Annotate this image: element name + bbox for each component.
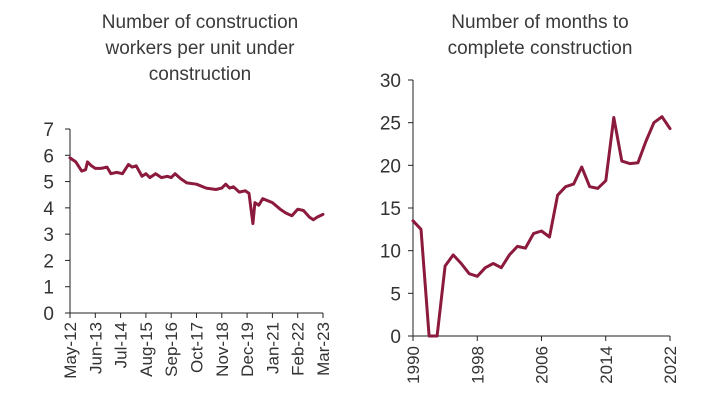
left-x-tick-label: Nov-18 bbox=[213, 322, 232, 377]
right-x-tick-label: 2006 bbox=[533, 346, 552, 384]
right-y-tick-label: 25 bbox=[380, 114, 401, 135]
left-x-tick-label: Feb-22 bbox=[289, 322, 308, 376]
right-chart: 0 5 10 15 20 25 30 1990 1998 2006 2014 2022 bbox=[380, 71, 680, 384]
left-x-tick-label: Aug-15 bbox=[137, 322, 156, 377]
left-y-tick-label: 6 bbox=[43, 146, 54, 167]
left-x-tick-label: Jul-14 bbox=[112, 322, 131, 368]
left-y-tick-label: 1 bbox=[43, 278, 54, 299]
left-x-tick-label: Oct-17 bbox=[188, 322, 207, 373]
right-y-tick-label: 20 bbox=[380, 156, 401, 177]
left-x-tick-label: Sep-16 bbox=[162, 322, 181, 377]
left-y-tick-label: 2 bbox=[43, 251, 54, 272]
left-x-tick-label: Mar-23 bbox=[314, 322, 333, 376]
right-x-tick-label: 1990 bbox=[404, 346, 423, 384]
right-x-tick-label: 2022 bbox=[661, 346, 680, 384]
left-chart: 0 1 2 3 4 5 6 7 May-12 Jun-13 Jul-14 Aug-15 Sep-16 Oc… bbox=[43, 120, 333, 379]
right-x-tick-label: 1998 bbox=[468, 346, 487, 384]
left-series-line bbox=[68, 156, 325, 226]
right-x-tick-label: 2014 bbox=[597, 346, 616, 384]
left-chart-title: Number of construction workers per unit … bbox=[40, 10, 360, 88]
left-x-tick-label: Jun-13 bbox=[86, 322, 105, 374]
left-x-tick-label: May-12 bbox=[61, 322, 80, 379]
right-chart-title-line-1: Number of months to bbox=[451, 12, 629, 33]
right-y-tick-label: 30 bbox=[380, 71, 401, 92]
left-y-tick-label: 0 bbox=[43, 304, 54, 325]
left-x-tick-label: Jan-21 bbox=[263, 322, 282, 374]
right-y-tick-label: 0 bbox=[390, 327, 401, 348]
left-chart-title-line-3: construction bbox=[148, 64, 252, 85]
right-chart-title: Number of months to complete constructio… bbox=[385, 10, 695, 62]
left-y-tick-label: 4 bbox=[43, 199, 54, 220]
right-y-tick-label: 5 bbox=[390, 284, 401, 305]
left-chart-title-line-1: Number of construction bbox=[101, 12, 299, 33]
left-y-tick-label: 7 bbox=[43, 120, 54, 141]
left-chart-title-line-2: workers per unit under bbox=[105, 38, 295, 59]
left-y-tick-label: 5 bbox=[43, 173, 54, 194]
right-series-line bbox=[411, 115, 672, 338]
right-y-tick-label: 15 bbox=[380, 199, 401, 220]
left-x-tick-label: Dec-19 bbox=[238, 322, 257, 377]
right-chart-title-line-2: complete construction bbox=[447, 38, 633, 59]
left-y-tick-label: 3 bbox=[43, 225, 54, 246]
right-y-tick-label: 10 bbox=[380, 242, 401, 263]
